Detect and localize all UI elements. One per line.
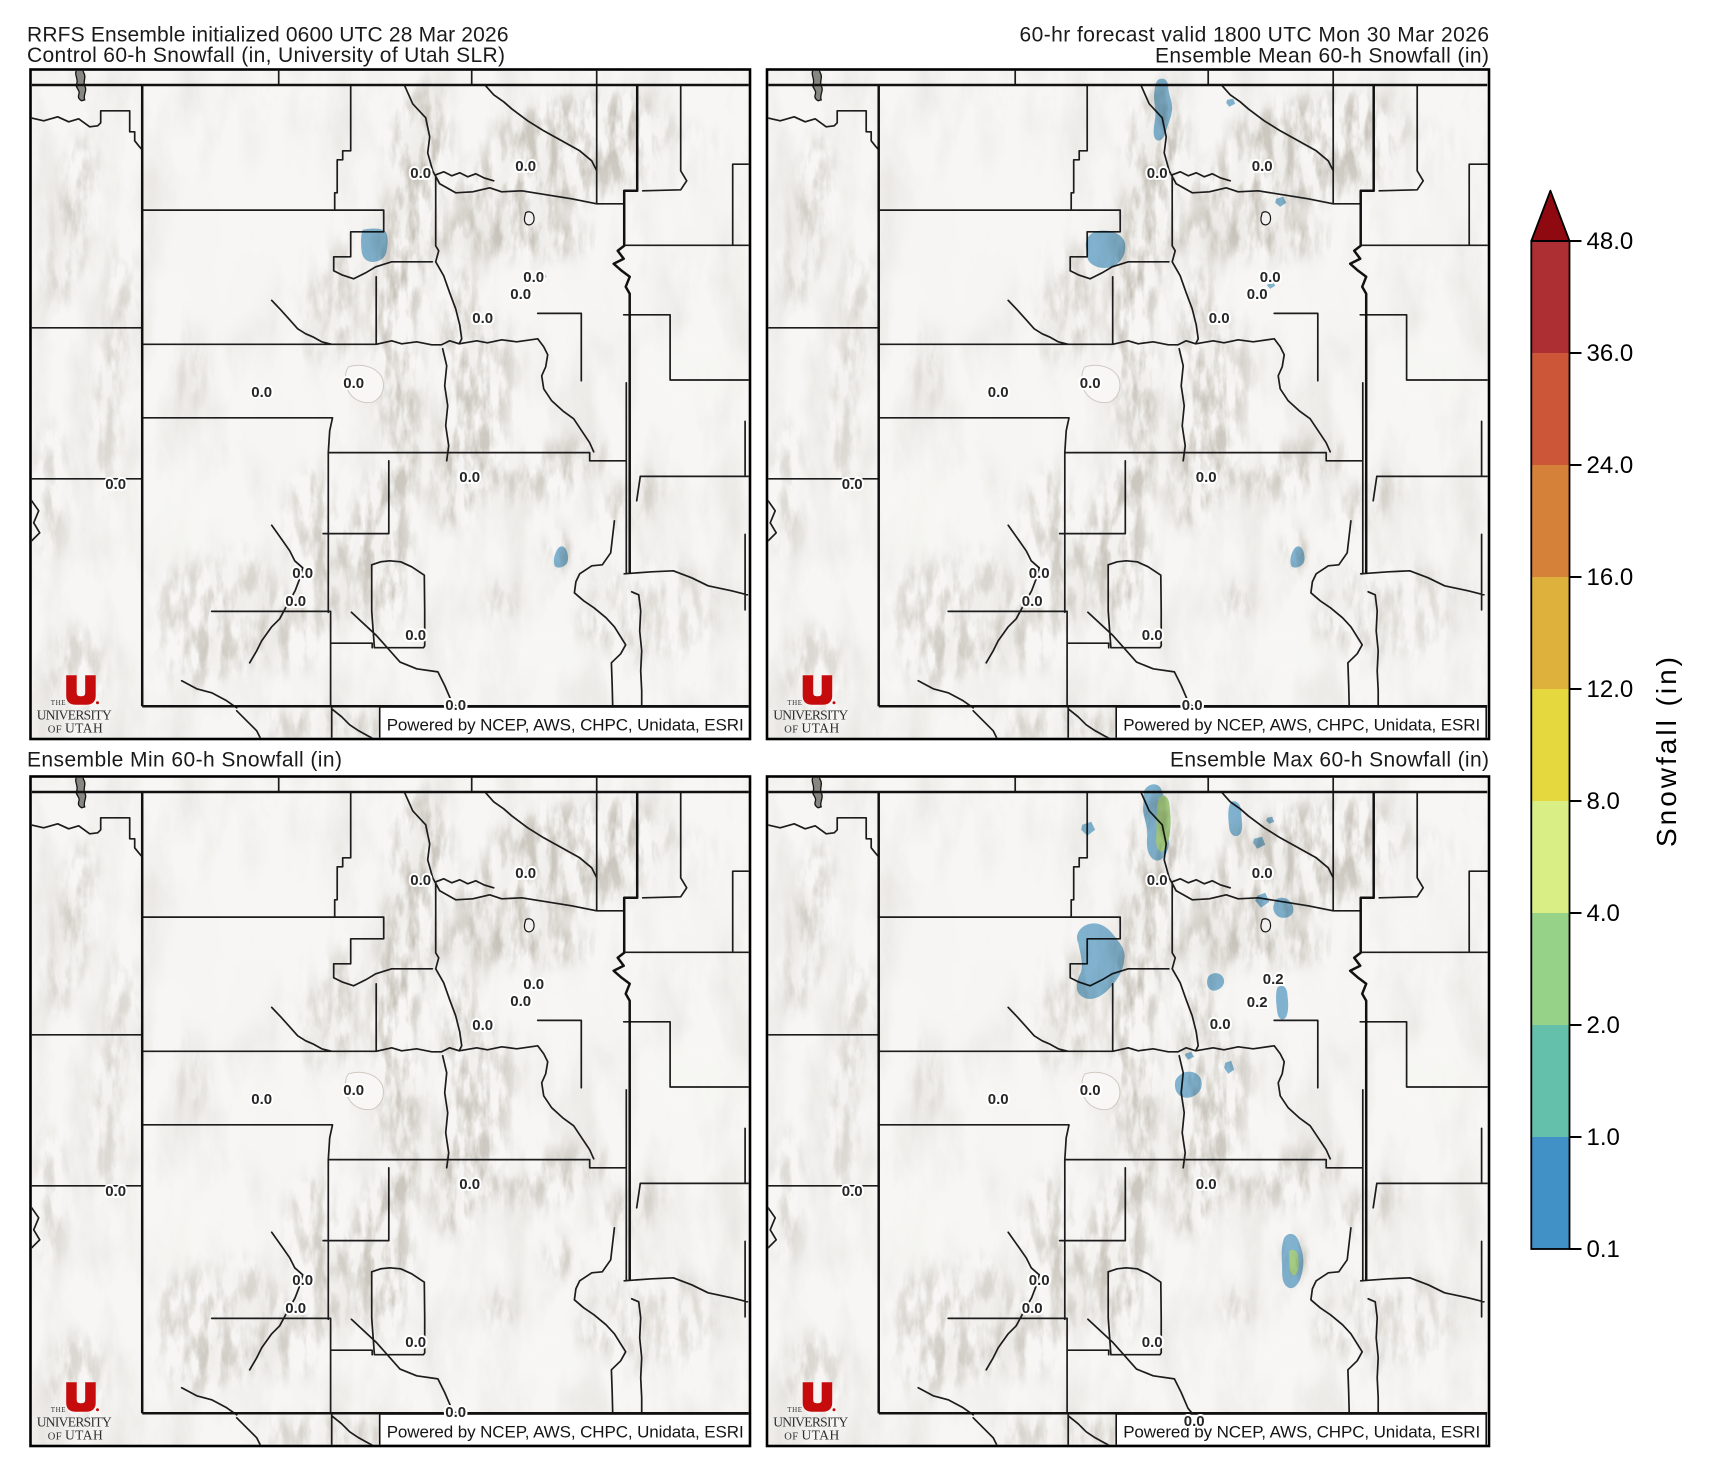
svg-text:4.0: 4.0 bbox=[1587, 900, 1620, 927]
svg-text:0.0: 0.0 bbox=[1209, 310, 1230, 327]
svg-text:0.0: 0.0 bbox=[410, 165, 431, 182]
svg-text:0.0: 0.0 bbox=[472, 1017, 493, 1034]
svg-text:0.0: 0.0 bbox=[842, 1183, 863, 1200]
svg-text:0.0: 0.0 bbox=[1184, 1413, 1205, 1430]
svg-text:1.0: 1.0 bbox=[1587, 1124, 1620, 1151]
svg-text:0.0: 0.0 bbox=[1022, 1300, 1043, 1317]
svg-text:0.0: 0.0 bbox=[988, 1091, 1009, 1108]
svg-text:Ensemble Mean 60-h Snowfall (i: Ensemble Mean 60-h Snowfall (in) bbox=[1155, 45, 1489, 68]
svg-text:0.0: 0.0 bbox=[1196, 469, 1217, 486]
svg-text:0.0: 0.0 bbox=[105, 476, 126, 493]
svg-text:0.0: 0.0 bbox=[1022, 593, 1043, 610]
svg-text:0.0: 0.0 bbox=[1080, 375, 1101, 392]
svg-text:0.0: 0.0 bbox=[445, 1404, 466, 1421]
svg-text:2.0: 2.0 bbox=[1587, 1012, 1620, 1039]
svg-text:0.0: 0.0 bbox=[105, 1183, 126, 1200]
svg-text:RRFS Ensemble initialized 0600: RRFS Ensemble initialized 0600 UTC 28 Ma… bbox=[27, 24, 509, 47]
svg-text:0.0: 0.0 bbox=[510, 286, 531, 303]
svg-text:0.0: 0.0 bbox=[842, 476, 863, 493]
svg-text:0.0: 0.0 bbox=[988, 384, 1009, 401]
svg-text:0.0: 0.0 bbox=[523, 976, 544, 993]
svg-text:0.0: 0.0 bbox=[1147, 872, 1168, 889]
svg-text:0.2: 0.2 bbox=[1263, 971, 1284, 988]
svg-text:Ensemble Min 60-h Snowfall (in: Ensemble Min 60-h Snowfall (in) bbox=[27, 749, 342, 772]
svg-text:36.0: 36.0 bbox=[1587, 340, 1634, 367]
svg-text:0.0: 0.0 bbox=[1182, 697, 1203, 714]
svg-text:0.0: 0.0 bbox=[251, 1091, 272, 1108]
svg-text:0.0: 0.0 bbox=[405, 1334, 426, 1351]
svg-text:0.0: 0.0 bbox=[459, 1176, 480, 1193]
svg-text:0.0: 0.0 bbox=[343, 1082, 364, 1099]
svg-text:0.0: 0.0 bbox=[1247, 286, 1268, 303]
svg-text:Ensemble Max 60-h Snowfall (in: Ensemble Max 60-h Snowfall (in) bbox=[1170, 749, 1489, 772]
svg-text:12.0: 12.0 bbox=[1587, 676, 1634, 703]
svg-text:0.0: 0.0 bbox=[410, 872, 431, 889]
svg-text:0.1: 0.1 bbox=[1587, 1236, 1620, 1263]
svg-text:0.0: 0.0 bbox=[405, 627, 426, 644]
svg-text:0.0: 0.0 bbox=[445, 697, 466, 714]
svg-text:0.0: 0.0 bbox=[1260, 269, 1281, 286]
svg-text:Control 60-h Snowfall (in, Uni: Control 60-h Snowfall (in, University of… bbox=[27, 44, 505, 67]
svg-text:0.0: 0.0 bbox=[292, 565, 313, 582]
svg-text:8.0: 8.0 bbox=[1587, 788, 1620, 815]
svg-text:0.0: 0.0 bbox=[1252, 158, 1273, 175]
svg-text:0.0: 0.0 bbox=[1210, 1016, 1231, 1033]
svg-text:0.0: 0.0 bbox=[1029, 1272, 1050, 1289]
svg-text:0.0: 0.0 bbox=[1142, 1334, 1163, 1351]
svg-text:0.0: 0.0 bbox=[1196, 1176, 1217, 1193]
svg-text:0.0: 0.0 bbox=[1252, 865, 1273, 882]
svg-text:0.0: 0.0 bbox=[510, 993, 531, 1010]
svg-text:0.0: 0.0 bbox=[515, 158, 536, 175]
svg-text:24.0: 24.0 bbox=[1587, 452, 1634, 479]
svg-text:16.0: 16.0 bbox=[1587, 564, 1634, 591]
svg-text:0.0: 0.0 bbox=[472, 310, 493, 327]
svg-text:48.0: 48.0 bbox=[1587, 228, 1634, 255]
svg-text:0.0: 0.0 bbox=[285, 1300, 306, 1317]
svg-text:0.0: 0.0 bbox=[459, 469, 480, 486]
svg-text:0.0: 0.0 bbox=[523, 269, 544, 286]
svg-text:0.0: 0.0 bbox=[1029, 565, 1050, 582]
svg-text:0.0: 0.0 bbox=[285, 593, 306, 610]
svg-text:0.0: 0.0 bbox=[515, 865, 536, 882]
svg-text:0.0: 0.0 bbox=[1142, 627, 1163, 644]
svg-text:0.0: 0.0 bbox=[292, 1272, 313, 1289]
svg-text:0.2: 0.2 bbox=[1247, 994, 1268, 1011]
svg-text:Snowfall (in): Snowfall (in) bbox=[1651, 657, 1682, 847]
svg-text:0.0: 0.0 bbox=[1147, 165, 1168, 182]
svg-text:0.0: 0.0 bbox=[251, 384, 272, 401]
svg-text:0.0: 0.0 bbox=[1080, 1082, 1101, 1099]
svg-text:0.0: 0.0 bbox=[343, 375, 364, 392]
svg-text:60-hr forecast valid 1800 UTC: 60-hr forecast valid 1800 UTC Mon 30 Mar… bbox=[1020, 24, 1490, 47]
